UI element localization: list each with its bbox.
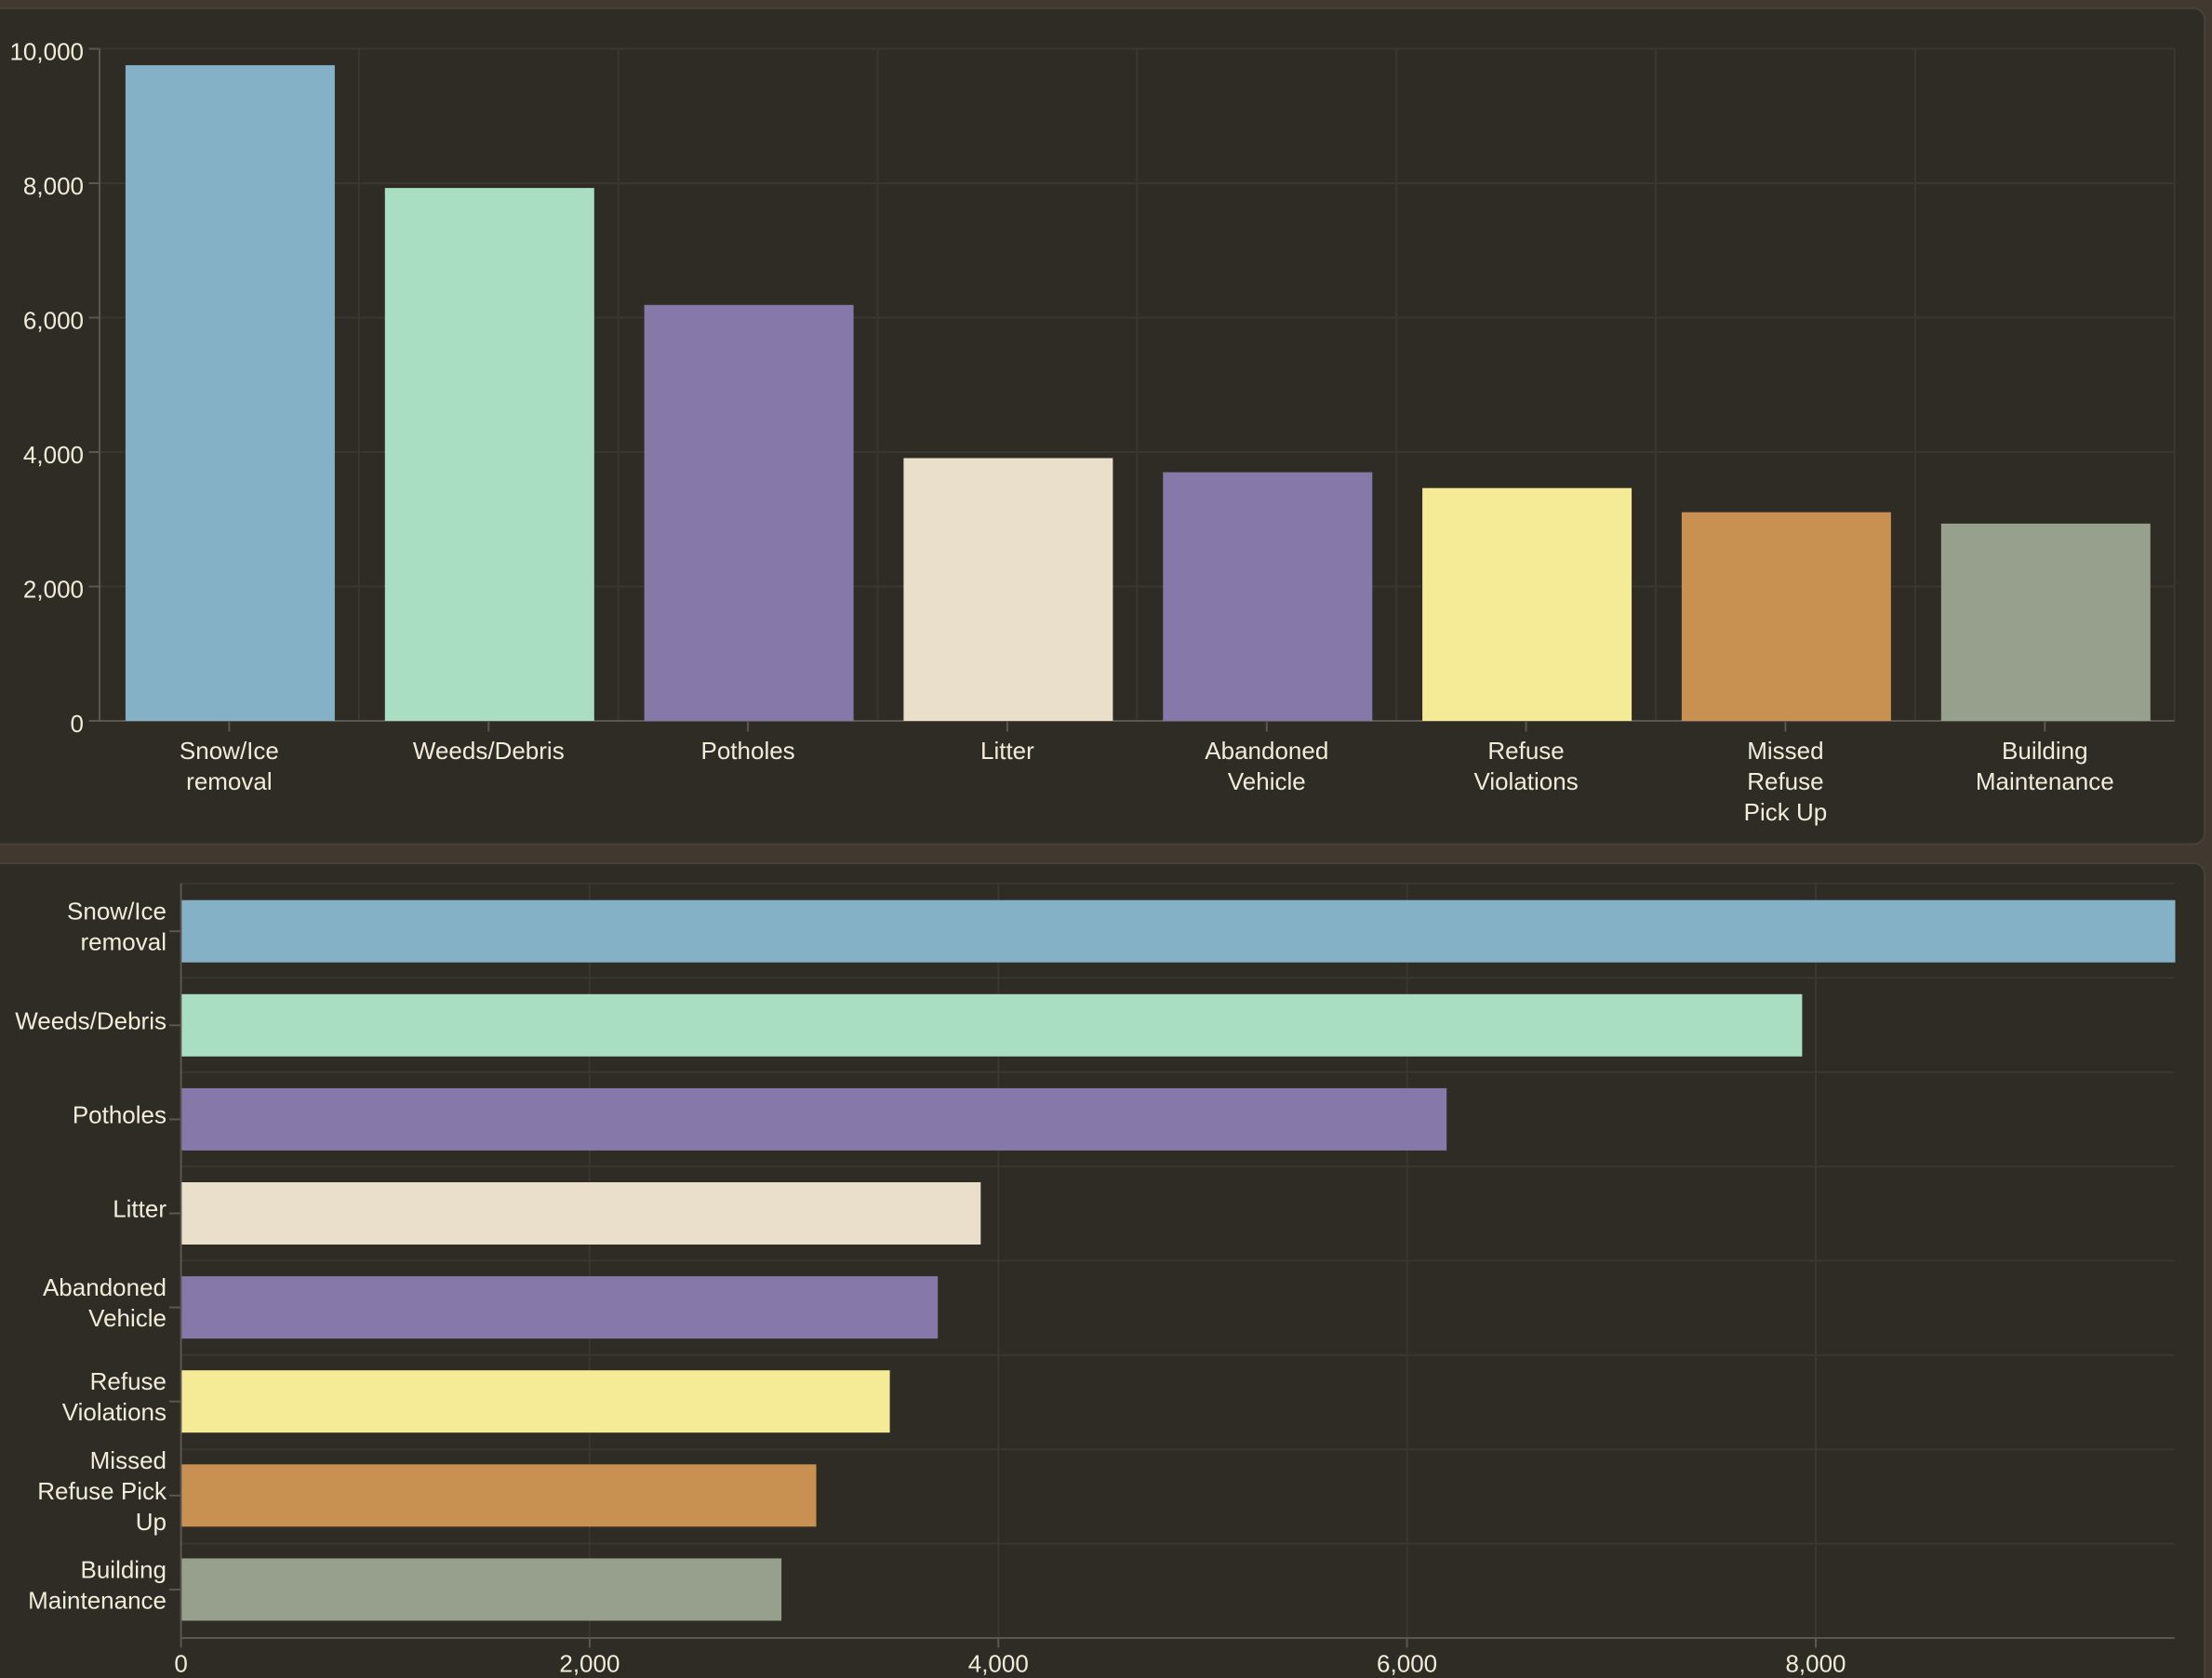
svg-text:Snow/Ice: Snow/Ice — [67, 898, 167, 926]
svg-text:Up: Up — [136, 1508, 167, 1536]
svg-text:4,000: 4,000 — [23, 441, 84, 469]
svg-text:Litter: Litter — [980, 737, 1034, 765]
svg-text:Violations: Violations — [1473, 767, 1578, 795]
svg-text:Refuse: Refuse — [1487, 737, 1564, 765]
svg-text:Snow/Ice: Snow/Ice — [180, 737, 279, 765]
svg-text:Building: Building — [2002, 737, 2088, 765]
svg-text:0: 0 — [174, 1650, 187, 1678]
svg-text:Litter: Litter — [113, 1195, 167, 1223]
svg-text:Weeds/Debris: Weeds/Debris — [413, 737, 565, 765]
svg-text:Vehicle: Vehicle — [1228, 767, 1306, 795]
svg-text:Maintenance: Maintenance — [28, 1586, 167, 1614]
svg-text:2,000: 2,000 — [559, 1650, 620, 1678]
svg-text:4,000: 4,000 — [968, 1650, 1029, 1678]
svg-text:8,000: 8,000 — [23, 172, 84, 200]
svg-text:8,000: 8,000 — [1785, 1650, 1846, 1678]
svg-text:Abandoned: Abandoned — [1205, 737, 1328, 765]
svg-text:Pick Up: Pick Up — [1744, 798, 1828, 826]
svg-text:Maintenance: Maintenance — [1976, 767, 2114, 795]
svg-text:Refuse Pick: Refuse Pick — [37, 1477, 167, 1505]
svg-text:Refuse: Refuse — [90, 1367, 167, 1395]
svg-text:Refuse: Refuse — [1747, 767, 1823, 795]
svg-text:Missed: Missed — [90, 1446, 167, 1474]
svg-text:Abandoned: Abandoned — [43, 1273, 167, 1301]
svg-text:6,000: 6,000 — [1377, 1650, 1437, 1678]
svg-text:0: 0 — [71, 710, 84, 738]
svg-text:removal: removal — [186, 767, 272, 795]
svg-text:Potholes: Potholes — [701, 737, 795, 765]
svg-text:6,000: 6,000 — [23, 307, 84, 335]
svg-text:Vehicle: Vehicle — [88, 1304, 167, 1332]
svg-text:2,000: 2,000 — [23, 576, 84, 604]
svg-text:removal: removal — [81, 928, 167, 956]
svg-text:Building: Building — [80, 1555, 167, 1583]
svg-text:Violations: Violations — [62, 1398, 167, 1426]
svg-text:Missed: Missed — [1747, 737, 1823, 765]
svg-text:Weeds/Debris: Weeds/Debris — [15, 1006, 167, 1034]
svg-text:Potholes: Potholes — [73, 1100, 167, 1128]
svg-text:10,000: 10,000 — [9, 38, 84, 66]
